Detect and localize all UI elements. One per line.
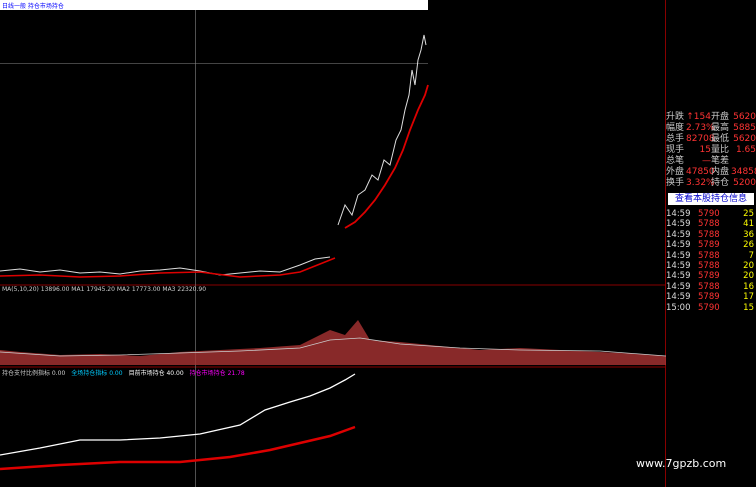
trade-cell: 20 <box>743 271 754 282</box>
indicator-label: 持仓市场持仓 21.78 <box>189 370 245 377</box>
quote-row: 幅度 2.73% 最高 5885 <box>666 123 756 134</box>
trade-cell: 17 <box>743 292 754 303</box>
quote-cell: 5620 <box>733 112 756 122</box>
quote-row: 现手 15 量比 1.65 <box>666 145 756 156</box>
trade-cell: 5788 <box>698 229 720 240</box>
trade-cell: 5789 <box>698 240 720 251</box>
trade-cell: 5788 <box>698 260 720 271</box>
quote-cell: 5885 <box>733 123 756 133</box>
quote-panel: 升跌 ↑154 开盘 5620 幅度 2.73% 最高 5885 总手 82708 最低 5620 现手… <box>666 112 756 313</box>
quote-row: 总手 82708 最低 5620 <box>666 134 756 145</box>
ma-line <box>0 257 336 278</box>
quote-cell: 笔差 <box>711 156 730 166</box>
trade-cell: 16 <box>743 281 754 292</box>
trade-cell: 5790 <box>698 302 720 313</box>
main-indicator: MA(5,10,20) 13896.00 MA1 17945.20 MA2 17… <box>2 286 207 293</box>
trade-row: 14:59 5788 16 <box>666 282 756 292</box>
trade-cell: 36 <box>743 229 754 240</box>
trade-cell: 25 <box>743 209 754 219</box>
trade-cell: 14:59 <box>666 271 691 282</box>
trade-row: 14:59 5788 41 <box>666 219 756 229</box>
price-line <box>0 256 331 276</box>
quote-cell <box>731 156 756 167</box>
trade-cell: 20 <box>743 260 754 271</box>
trade-cell: 5788 <box>698 219 720 230</box>
quote-cell: — <box>702 156 711 166</box>
trade-cell: 14:59 <box>666 209 691 219</box>
trade-cell: 15:00 <box>666 302 691 313</box>
ma-line <box>344 84 429 229</box>
trade-row: 14:59 5789 20 <box>666 271 756 281</box>
watermark: www.7gpzb.com <box>636 457 727 470</box>
quote-row: 升跌 ↑154 开盘 5620 <box>666 112 756 123</box>
quote-cell: 最高 <box>711 123 730 133</box>
trade-cell: 14:59 <box>666 281 691 292</box>
indicator-label: 持仓支付比例指标 0.00 <box>2 370 66 377</box>
trade-cell: 5789 <box>698 271 720 282</box>
trade-cell: 5788 <box>698 250 720 261</box>
quote-cell: 总手 <box>666 134 685 144</box>
trade-cell: 14:59 <box>666 250 691 261</box>
price-line <box>337 34 427 226</box>
quote-cell: 开盘 <box>711 112 730 122</box>
quote-cell: 47850 <box>686 167 715 177</box>
quote-row: 总笔 — 笔差 <box>666 156 756 167</box>
title: 日线一般 持仓市场持仓 <box>2 3 64 10</box>
quote-cell: ↑154 <box>686 112 711 122</box>
trade-cell: 5789 <box>698 292 720 303</box>
quote-row: 外盘47850内盘34858 <box>666 167 756 178</box>
quote-cell: 升跌 <box>666 112 685 122</box>
trade-row: 14:59 5789 17 <box>666 292 756 302</box>
volume-bars <box>0 320 666 365</box>
quote-cell: 最低 <box>711 134 730 144</box>
lower-indicator: 持仓支付比例指标 0.00 全场持仓指标 0.00 目前市场持仓 40.00 持仓市场… <box>2 368 251 377</box>
quote-cell: 15 <box>699 145 711 155</box>
indicator-line <box>0 373 356 456</box>
quote-cell: 量比 <box>711 145 730 155</box>
quote-cell: 5620 <box>733 134 756 144</box>
quote-cell: 总笔 <box>666 156 685 166</box>
trade-list: 14:59 5790 25 14:59 5788 41 14:59 5788 36 14:59 57… <box>666 209 756 313</box>
quote-cell: 2.73% <box>686 123 715 133</box>
quote-cell: 82708 <box>686 134 715 144</box>
volume-ma <box>0 337 667 357</box>
trade-cell: 41 <box>743 219 754 230</box>
title-bar <box>0 0 428 10</box>
trade-cell: 15 <box>743 302 754 313</box>
holding-button[interactable]: 查看本股持仓信息 <box>668 193 754 205</box>
trade-cell: 14:59 <box>666 229 691 240</box>
trade-cell: 14:59 <box>666 260 691 271</box>
trade-row: 14:59 5790 25 <box>666 209 756 219</box>
trade-cell: 5788 <box>698 281 720 292</box>
quote-cell: 5200 <box>733 178 756 188</box>
indicator-label: 全场持仓指标 0.00 <box>71 370 123 377</box>
indicator-label: 目前市场持仓 40.00 <box>128 370 184 377</box>
trade-cell: 14:59 <box>666 240 691 251</box>
quote-cell: 34858 <box>731 167 756 177</box>
indicator-line <box>0 425 356 471</box>
quote-row: 换手 3.32% 持仓 5200 <box>666 178 756 189</box>
quote-cell: 换手 <box>666 178 685 188</box>
trade-row: 14:59 5788 20 <box>666 261 756 271</box>
quote-cell: 内盘 <box>711 167 730 177</box>
trade-row: 15:00 5790 15 <box>666 303 756 313</box>
quote-cell: 外盘 <box>666 167 685 177</box>
quote-cell: 现手 <box>666 145 685 155</box>
quote-cell: 幅度 <box>666 123 685 133</box>
trade-row: 14:59 5789 26 <box>666 240 756 250</box>
trade-row: 14:59 5788 36 <box>666 230 756 240</box>
trade-cell: 14:59 <box>666 292 691 303</box>
trade-cell: 7 <box>748 250 754 261</box>
trade-cell: 26 <box>743 240 754 251</box>
trade-cell: 5790 <box>698 209 720 219</box>
trade-cell: 14:59 <box>666 219 691 230</box>
quote-cell: 1.65 <box>735 145 756 155</box>
trade-row: 14:59 5788 7 <box>666 251 756 261</box>
quote-table: 升跌 ↑154 开盘 5620 幅度 2.73% 最高 5885 总手 82708 最低 5620 现手… <box>666 112 756 189</box>
quote-cell: 持仓 <box>711 178 730 188</box>
quote-cell: 3.32% <box>686 178 715 188</box>
